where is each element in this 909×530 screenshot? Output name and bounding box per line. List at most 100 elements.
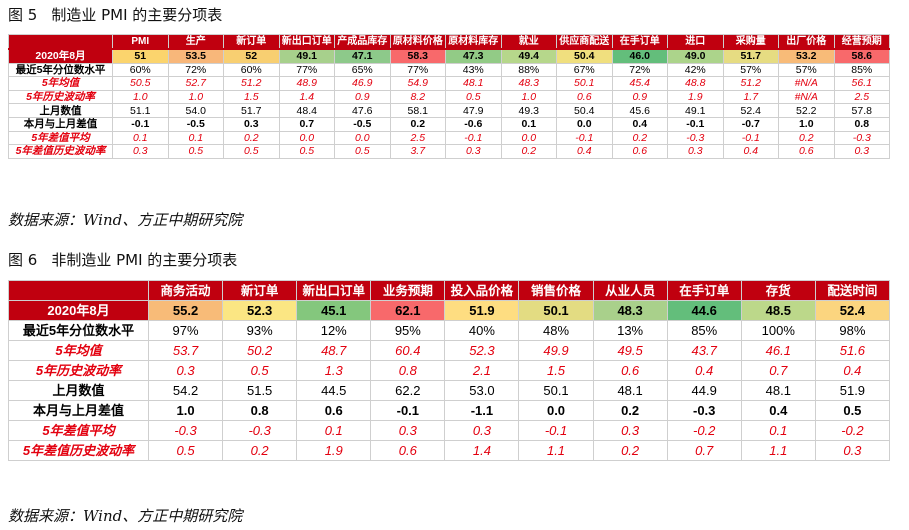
table-cell: -1.1 [444,400,520,421]
table-cell: 47.9 [445,103,502,118]
table-cell: 1.0 [500,89,557,105]
header-corner [8,34,113,50]
table-cell: 8.2 [389,89,446,105]
table-cell: 1.5 [518,360,594,381]
table-cell: 0.4 [814,360,890,381]
table-row: 5年均值 53.7 50.2 48.7 60.4 52.3 49.9 49.5 43.7 46.1… [8,340,890,361]
table-cell: 0.6 [778,144,835,159]
table-cell: 0.2 [222,440,298,461]
table-cell: 54.2 [147,380,224,401]
table-cell: 46.0 [611,47,668,64]
table-cell: 0.3 [147,360,224,381]
table-cell: 1.0 [147,400,224,421]
table-cell: 54.0 [167,103,224,118]
table-cell: 44.5 [296,380,372,401]
column-header: 新出口订单 [278,34,335,50]
table-cell: -0.5 [334,116,391,132]
table-cell: 0.8 [370,360,446,381]
table-cell: -0.1 [112,116,169,132]
table-cell: 0.4 [666,360,742,381]
table-cell: 53.7 [147,340,224,361]
table-cell: 0.4 [611,116,668,132]
table-cell: 52.4 [722,103,779,118]
table-cell: 0.2 [611,130,668,146]
table-cell: 50.4 [556,103,613,118]
table-cell: 77% [389,62,446,78]
table-cell: 2.5 [833,89,890,105]
table-cell: 1.4 [278,89,335,105]
row-label: 上月数值 [8,103,113,118]
table-cell: 0.2 [500,144,557,159]
table-cell: 57% [722,62,779,78]
column-header: 出厂价格 [778,34,835,50]
table-cell: 48.5 [740,300,816,321]
table-cell: 50.5 [112,76,169,91]
table-cell: 0.3 [223,116,280,132]
table-cell: 0.5 [334,144,391,159]
figure6-title-text: 非制造业 PMI 的主要分项表 [51,251,238,269]
table-cell: 50.1 [518,380,594,401]
table-row: 5年历史波动率 0.3 0.5 1.3 0.8 2.1 1.5 0.6 0.4 0.7 0.4 [8,360,890,381]
table-cell: 100% [740,320,816,341]
row-label: 5年差值平均 [8,130,113,146]
column-header: 商务活动 [147,280,224,301]
manufacturing-pmi-table: PMI 生产 新订单 新出口订单 产成品库存 原材料价格 原材料库存 就业 供应商配送 在手订单进… [8,34,890,159]
table-cell: 60.4 [370,340,446,361]
row-label: 本月与上月差值 [8,116,113,132]
column-header: 业务预期 [370,280,446,301]
table-cell: 55.2 [147,300,224,321]
table-cell: 0.3 [592,420,668,441]
table-cell: 51.9 [814,380,890,401]
table-cell: 48.1 [740,380,816,401]
table-cell: -0.7 [722,116,779,132]
table-cell: 42% [667,62,724,78]
table-header-row: 商务活动 新订单 新出口订单 业务预期 投入品价格 销售价格 从业人员 在手订单 存货 配送时间 [8,280,890,301]
table-cell: #N/A [778,89,835,105]
figure5-title-text: 制造业 PMI 的主要分项表 [51,6,223,24]
table-cell: 0.0 [278,130,335,146]
table-cell: 46.1 [740,340,816,361]
table-cell: 0.9 [334,89,391,105]
table-cell: 51.6 [814,340,890,361]
column-header: 新订单 [223,34,280,50]
table-cell: 0.5 [278,144,335,159]
table-cell: 52.7 [167,76,224,91]
table-cell: 44.6 [666,300,742,321]
table-cell: 0.8 [222,400,298,421]
table-cell: 1.3 [296,360,372,381]
table-cell: 57.8 [833,103,890,118]
table-row: 5年差值平均 0.1 0.1 0.2 0.0 0.0 2.5 -0.1 0.0 -0.1 0.2 -0… [8,130,890,146]
table-cell: -0.1 [445,130,502,146]
table-cell: 48.1 [592,380,668,401]
table-cell: 0.7 [278,116,335,132]
table-cell: 0.2 [223,130,280,146]
table-cell: 0.5 [814,400,890,421]
row-label: 5年历史波动率 [8,360,149,381]
table-cell: 49.4 [500,47,557,64]
row-label: 5年差值平均 [8,420,149,441]
table-cell: 0.7 [740,360,816,381]
table-cell: 1.0 [112,89,169,105]
table-cell: 0.3 [814,440,890,461]
table-cell: 67% [556,62,613,78]
header-corner [8,280,149,301]
table-cell: -0.3 [833,130,890,146]
table-row: 本月与上月差值 1.0 0.8 0.6 -0.1 -1.1 0.0 0.2 -0.3 0.4 0.5 [8,400,890,421]
table-row: 上月数值 51.1 54.0 51.7 48.4 47.6 58.1 47.9 49.3 50.4… [8,103,890,118]
table-row: 最近5年分位数水平 97% 93% 12% 95% 40% 48% 13% 85% 100% 98% [8,320,890,341]
table-cell: 49.1 [667,103,724,118]
table-cell: 45.1 [296,300,372,321]
table-cell: 50.4 [556,47,613,64]
table-row: 5年均值 50.5 52.7 51.2 48.9 46.9 54.9 48.1 48.3 50.1… [8,76,890,91]
table-cell: 58.1 [389,103,446,118]
column-header: 在手订单 [611,34,668,50]
table-cell: 1.7 [722,89,779,105]
table-cell: 0.8 [833,116,890,132]
table-cell: 48.3 [592,300,668,321]
table-cell: 85% [666,320,742,341]
table-cell: 98% [814,320,890,341]
table-cell: 0.6 [370,440,446,461]
row-label: 上月数值 [8,380,149,401]
table-cell: 47.3 [445,47,502,64]
table-cell: 49.1 [278,47,335,64]
